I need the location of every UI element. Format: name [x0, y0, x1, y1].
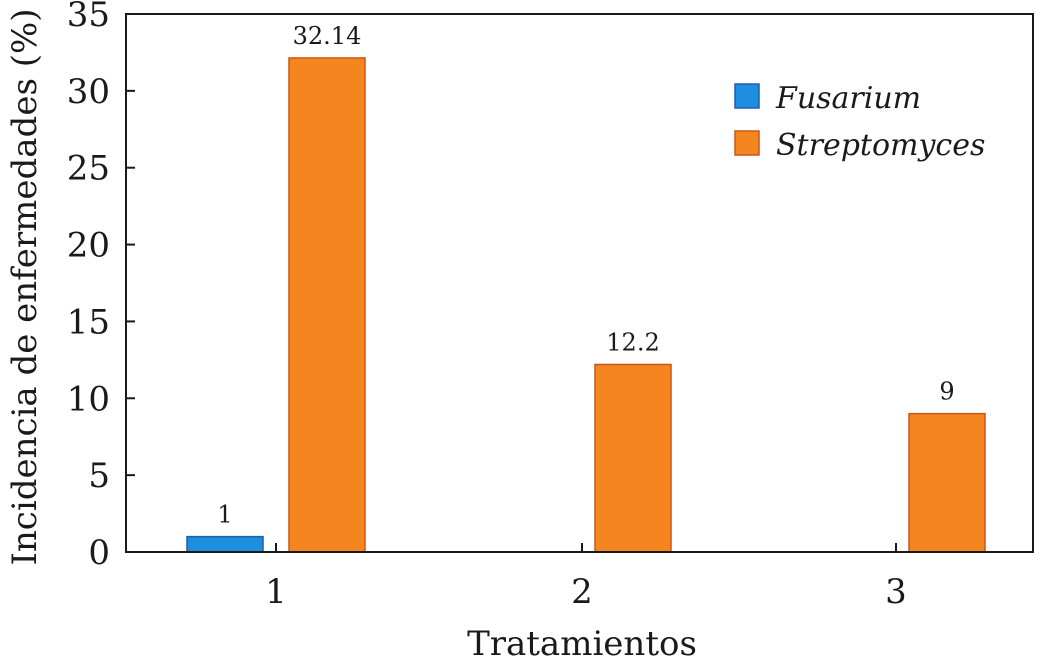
- x-tick-label: 3: [885, 572, 907, 612]
- bar-streptomyces-3: [908, 412, 986, 553]
- y-axis-ticks: 0 5 10 15 20 25 30 35: [67, 0, 135, 573]
- bar-streptomyces-1: [288, 57, 366, 553]
- legend-swatch-streptomyces: [734, 130, 760, 156]
- data-label-streptomyces-2: 12.2: [606, 328, 659, 356]
- bar-streptomyces-2: [594, 363, 672, 553]
- data-label-fusarium-1: 1: [217, 501, 232, 529]
- legend-swatch-fusarium: [734, 83, 760, 109]
- x-axis-title: Tratamientos: [467, 624, 697, 664]
- y-tick-label: 10: [67, 379, 110, 419]
- y-tick-label: 25: [67, 149, 110, 189]
- x-tick-label: 1: [265, 572, 287, 612]
- legend-label-fusarium: Fusarium: [775, 81, 921, 116]
- data-label-streptomyces-3: 9: [939, 378, 954, 406]
- y-axis-title: Incidencia de enfermedades (%): [5, 8, 45, 565]
- x-tick-label: 2: [571, 572, 593, 612]
- x-axis-ticks: 1 2 3: [265, 543, 907, 612]
- y-tick-label: 30: [67, 72, 110, 112]
- data-labels: 1 32.14 12.2 9: [217, 22, 954, 529]
- bar-fusarium-1: [186, 535, 264, 553]
- plot-frame: [125, 13, 1034, 553]
- legend-label-streptomyces: Streptomyces: [776, 128, 985, 163]
- data-label-streptomyces-1: 32.14: [293, 22, 362, 50]
- y-tick-label: 5: [88, 456, 110, 496]
- y-tick-label: 35: [67, 0, 110, 35]
- bars: [186, 57, 986, 553]
- legend: Fusarium Streptomyces: [734, 81, 985, 163]
- y-tick-label: 15: [67, 302, 110, 342]
- y-tick-label: 20: [67, 226, 110, 266]
- y-tick-label: 0: [88, 533, 110, 573]
